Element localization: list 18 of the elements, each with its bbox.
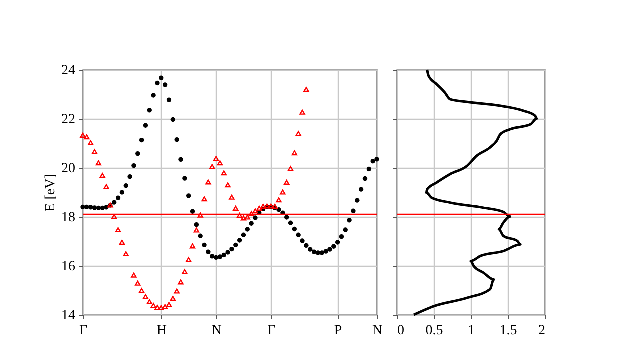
x-tick-label: H (156, 324, 167, 338)
x-tick-label: 1.5 (500, 324, 518, 338)
y-tick-label: 18 (62, 210, 76, 226)
x-tick-label: 1 (468, 324, 475, 338)
y-tick-label: 14 (62, 308, 76, 324)
x-tick-label: 2 (538, 324, 546, 338)
y-tick-label: 22 (62, 112, 76, 128)
x-tick-label: 0 (398, 324, 404, 338)
x-tick-label: 0.5 (426, 324, 444, 338)
y-axis-title: E [eV] (44, 174, 58, 212)
y-tick-label: 16 (62, 260, 76, 274)
x-tick-label: N (212, 324, 222, 338)
x-tick-label: N (372, 324, 383, 338)
x-tick-label: Γ (79, 324, 88, 338)
y-tick-label: 24 (62, 64, 76, 78)
x-tick-label: Γ (268, 324, 276, 338)
y-tick-label: 20 (62, 162, 76, 176)
x-tick-label: P (334, 324, 342, 338)
